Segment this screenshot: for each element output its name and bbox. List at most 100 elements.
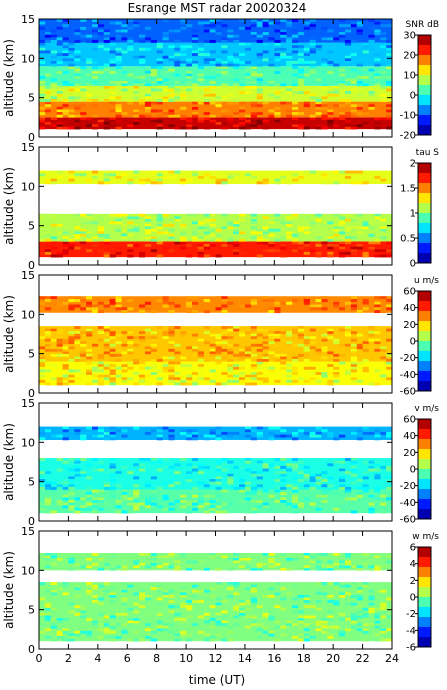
heatmap-cell: [268, 233, 275, 237]
heatmap-cell: [356, 181, 363, 185]
heatmap-cell: [115, 83, 122, 87]
heatmap-cell: [186, 437, 193, 441]
heatmap-cell: [380, 93, 387, 97]
heatmap-cell: [344, 343, 352, 347]
heatmap-cell: [68, 246, 75, 250]
heatmap-cell: [56, 26, 63, 30]
heatmap-cell: [174, 589, 181, 593]
heatmap-cell: [86, 353, 93, 357]
heatmap-cell: [262, 85, 269, 89]
heatmap-cell: [168, 341, 175, 345]
heatmap-cell: [156, 124, 163, 128]
heatmap-cell: [56, 328, 63, 332]
heatmap-cell: [133, 226, 140, 230]
heatmap-cell: [62, 584, 69, 588]
heatmap-cell: [168, 310, 175, 314]
heatmap-cell: [39, 431, 46, 435]
heatmap-cell: [356, 343, 363, 347]
heatmap-cell: [356, 76, 363, 79]
heatmap-cell: [80, 19, 87, 22]
heatmap-cell: [39, 238, 46, 242]
heatmap-cell: [356, 213, 363, 217]
heatmap-cell: [239, 374, 246, 378]
heatmap-cell: [215, 104, 222, 108]
heatmap-cell: [356, 437, 363, 441]
heatmap-cell: [62, 374, 69, 378]
heatmap-cell: [133, 630, 140, 634]
heatmap-cell: [374, 304, 381, 308]
heatmap-cell: [191, 502, 199, 506]
heatmap-cell: [297, 80, 305, 84]
heatmap-cell: [139, 91, 146, 95]
heatmap-cell: [209, 223, 216, 227]
heatmap-cell: [374, 382, 381, 386]
heatmap-cell: [97, 71, 105, 74]
heatmap-cell: [91, 124, 99, 128]
heatmap-cell: [180, 555, 187, 559]
heatmap-cell: [344, 369, 352, 373]
heatmap-cell: [56, 126, 63, 130]
heatmap-cell: [186, 565, 193, 569]
heatmap-cell: [44, 338, 52, 342]
heatmap-cell: [162, 481, 169, 485]
heatmap-cell: [280, 55, 287, 59]
heatmap-cell: [344, 628, 352, 632]
heatmap-cell: [291, 557, 299, 561]
heatmap-cell: [274, 91, 281, 95]
colorbar-tick-label: -20: [400, 481, 416, 492]
heatmap-cell: [74, 468, 81, 472]
heatmap-cell: [162, 497, 169, 501]
heatmap-cell: [256, 431, 263, 435]
heatmap-cell: [327, 251, 334, 255]
heatmap-cell: [50, 481, 57, 485]
heatmap-cell: [121, 489, 128, 493]
heatmap-cell: [39, 426, 46, 430]
heatmap-cell: [386, 216, 393, 220]
y-tick-label: 5: [28, 220, 35, 233]
heatmap-cell: [239, 333, 246, 337]
heatmap-cell: [68, 83, 75, 87]
heatmap-cell: [156, 298, 163, 303]
heatmap-cell: [127, 26, 134, 30]
heatmap-cell: [350, 251, 357, 255]
heatmap-cell: [50, 37, 57, 41]
heatmap-cell: [309, 42, 316, 46]
heatmap-cell: [162, 369, 169, 373]
heatmap-cell: [386, 476, 393, 480]
heatmap-cell: [180, 592, 187, 596]
heatmap-cell: [50, 638, 57, 642]
heatmap-cell: [256, 473, 263, 477]
heatmap-cell: [286, 364, 293, 368]
heatmap-cell: [250, 85, 257, 89]
heatmap-cell: [215, 597, 222, 601]
heatmap-cell: [56, 618, 63, 621]
heatmap-cell: [350, 431, 357, 435]
heatmap-cell: [197, 615, 205, 619]
heatmap-cell: [109, 348, 116, 352]
heatmap-cell: [227, 238, 234, 242]
heatmap-cell: [380, 615, 387, 619]
heatmap-cell: [250, 507, 257, 511]
heatmap-cell: [127, 37, 134, 41]
heatmap-cell: [144, 47, 152, 51]
heatmap-cell: [215, 58, 222, 62]
heatmap-cell: [139, 181, 146, 185]
heatmap-cell: [156, 181, 163, 185]
heatmap-cell: [286, 346, 293, 350]
heatmap-cell: [286, 91, 293, 95]
heatmap-cell: [350, 369, 357, 373]
heatmap-cell: [303, 338, 310, 342]
heatmap-cell: [339, 618, 346, 621]
heatmap-cell: [144, 623, 152, 627]
heatmap-cell: [321, 338, 328, 342]
heatmap-cell: [350, 582, 357, 585]
heatmap-cell: [150, 228, 157, 232]
heatmap-cell: [309, 93, 316, 97]
heatmap-cell: [274, 42, 281, 46]
colorbar-swatch: [418, 489, 431, 500]
heatmap-cell: [44, 238, 52, 242]
heatmap-cell: [156, 85, 163, 89]
heatmap-cell: [80, 66, 87, 69]
heatmap-cell: [280, 47, 287, 51]
heatmap-cell: [250, 101, 257, 105]
